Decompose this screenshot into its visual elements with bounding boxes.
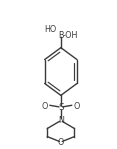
- Text: O: O: [58, 138, 64, 147]
- Text: O: O: [74, 102, 80, 111]
- Text: -OH: -OH: [63, 31, 78, 39]
- Text: B: B: [58, 31, 64, 39]
- Text: N: N: [58, 116, 64, 125]
- Text: S: S: [58, 103, 64, 112]
- Text: O: O: [41, 102, 48, 111]
- Text: HO: HO: [44, 25, 56, 34]
